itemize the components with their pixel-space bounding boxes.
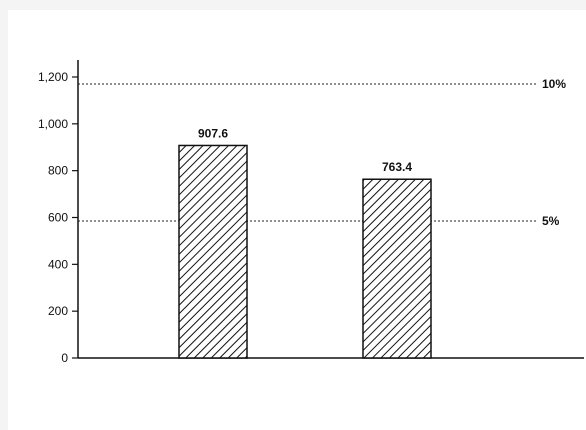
bar-value-label: 907.6	[198, 126, 228, 140]
y-tick-label: 200	[48, 304, 68, 318]
bar	[178, 144, 248, 359]
chart-frame	[8, 10, 586, 430]
bar-value-label: 763.4	[382, 160, 412, 174]
bar	[362, 178, 432, 359]
y-tick-label: 600	[48, 211, 68, 225]
y-tick-label: 0	[61, 351, 68, 365]
y-tick-label: 1,200	[38, 70, 68, 84]
reference-line-label: 5%	[542, 214, 560, 228]
y-tick-label: 800	[48, 164, 68, 178]
y-tick-label: 1,000	[38, 117, 68, 131]
y-tick-label: 400	[48, 257, 68, 271]
reference-line-label: 10%	[542, 77, 566, 91]
